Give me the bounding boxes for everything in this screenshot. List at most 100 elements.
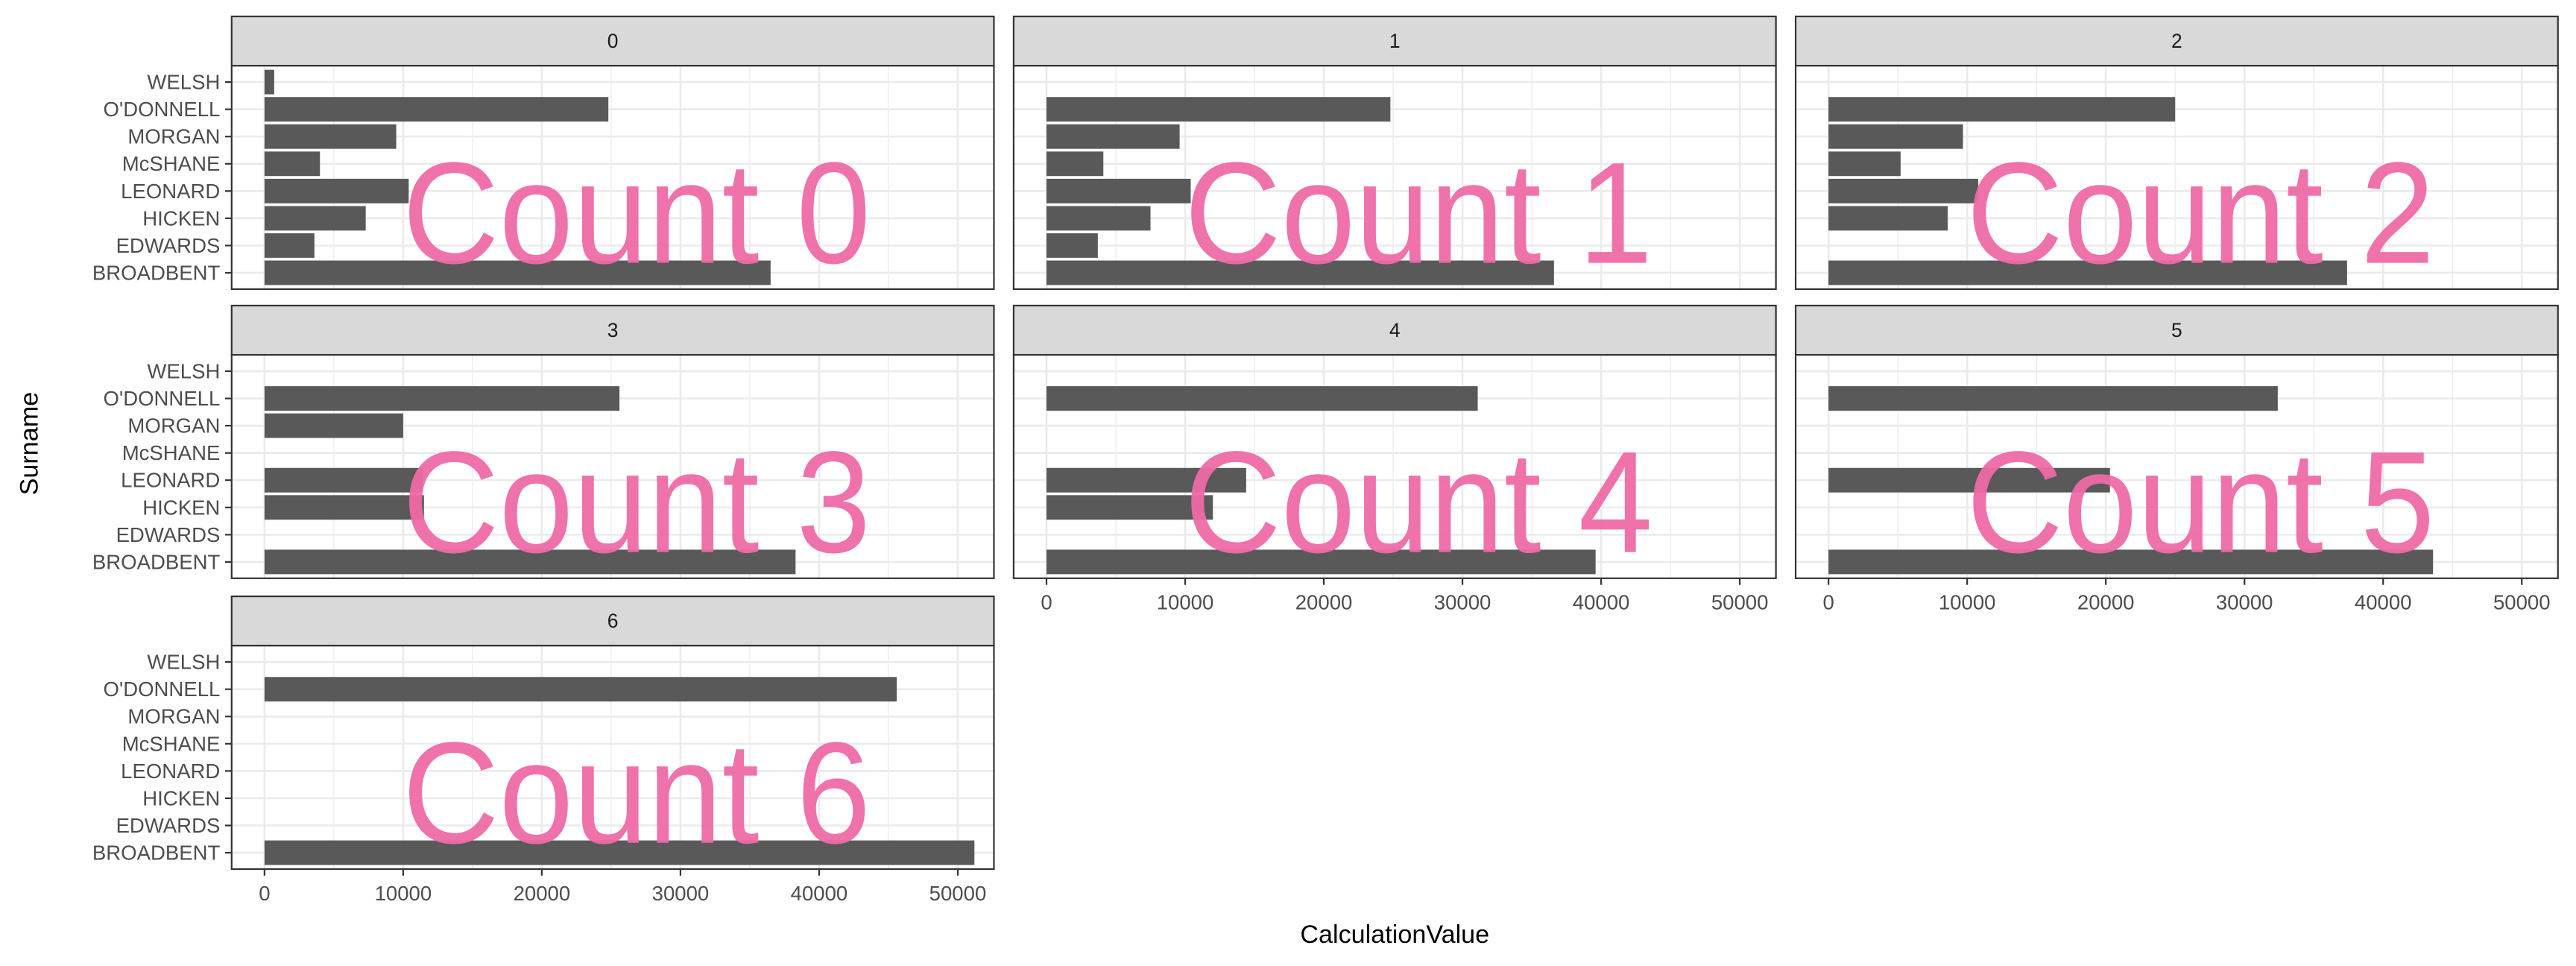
count-overlay-label: Count 1 — [1184, 133, 1652, 294]
x-tick-label: 40000 — [791, 882, 848, 905]
bar-leonard — [1046, 178, 1191, 203]
count-overlay-label: Count 2 — [1966, 133, 2434, 294]
facet-panel-1: 1 Count 1 — [1012, 15, 1777, 294]
facet-strip — [230, 595, 995, 647]
bar-leonard — [264, 467, 423, 493]
x-tick-label: 10000 — [1939, 591, 1996, 614]
x-tick-label: 0 — [259, 882, 270, 905]
bar-broadbent — [1828, 549, 2434, 575]
facet-panel-6: 6 Count 6 WELSH O'DONNELL MORGAN McSHANE LEONA… — [92, 595, 995, 905]
x-tick-label: 40000 — [2355, 591, 2412, 614]
facet-strip — [230, 15, 995, 67]
y-tick-label: BROADBENT — [92, 261, 221, 284]
y-tick-label: O'DONNELL — [104, 98, 221, 121]
bar-leonard — [1828, 178, 1979, 203]
x-tick-label: 20000 — [514, 882, 571, 905]
facet-strip-label: 6 — [607, 610, 619, 632]
bar-odonnell — [1046, 386, 1478, 411]
facet-panel-5: 5 Count 5 0 10000 20000 30000 40000 50000 — [1794, 304, 2559, 614]
bar-odonnell — [1828, 386, 2278, 411]
y-tick-label: HICKEN — [142, 206, 220, 230]
y-tick-label: LEONARD — [121, 180, 220, 203]
facet-strip — [1012, 304, 1777, 356]
facet-strip — [1012, 15, 1777, 67]
x-tick-label: 30000 — [1434, 591, 1491, 614]
bar-broadbent — [1046, 260, 1554, 285]
bar-morgan — [1046, 124, 1180, 149]
y-tick-label: MORGAN — [127, 125, 220, 148]
bar-welsh — [264, 69, 274, 95]
x-tick-label: 30000 — [2216, 591, 2273, 614]
bar-broadbent — [1046, 549, 1596, 575]
y-tick-label: EDWARDS — [116, 814, 221, 837]
x-tick-label: 0 — [1822, 591, 1834, 614]
bar-leonard — [1046, 467, 1246, 493]
count-overlay-label: Count 4 — [1184, 422, 1652, 584]
y-tick-label: EDWARDS — [116, 234, 221, 257]
facet-strip-label: 1 — [1389, 30, 1401, 52]
y-tick-label: HICKEN — [142, 496, 220, 519]
bar-leonard — [1828, 467, 2110, 493]
count-overlay-label: Count 5 — [1966, 422, 2434, 584]
facet-strip-label: 3 — [607, 319, 619, 341]
bar-hicken — [264, 495, 424, 520]
bar-broadbent — [264, 260, 771, 285]
y-tick-label: LEONARD — [121, 760, 220, 783]
y-tick-label: O'DONNELL — [104, 678, 221, 701]
y-tick-label: McSHANE — [122, 152, 221, 175]
facet-strip-label: 5 — [2171, 319, 2182, 341]
x-tick-label: 50000 — [929, 882, 987, 905]
y-tick-label: MORGAN — [127, 705, 220, 728]
panel-border — [1794, 353, 2559, 579]
panel-border — [1012, 353, 1777, 579]
facet-strip-label: 2 — [2171, 30, 2182, 52]
facet-panel-0: 0 Count 0 WELSH O'DONNELL MORGAN McSHANE LEONA… — [92, 15, 995, 294]
y-tick-label: WELSH — [147, 651, 220, 674]
facet-panel-4: 4 Count 4 0 10000 20000 30000 40000 50000 — [1012, 304, 1777, 614]
x-tick-label: 30000 — [652, 882, 710, 905]
count-overlay-label: Count 6 — [402, 713, 871, 874]
count-overlay-label: Count 0 — [402, 133, 871, 294]
y-tick-label: HICKEN — [142, 786, 220, 809]
x-tick-label: 50000 — [2493, 591, 2551, 614]
bar-mcshane — [264, 151, 321, 177]
bar-odonnell — [264, 677, 897, 702]
bar-broadbent — [1828, 260, 2347, 285]
bar-mcshane — [1828, 151, 1901, 177]
y-tick-label: WELSH — [147, 71, 220, 94]
bar-hicken — [1046, 495, 1213, 520]
bar-hicken — [264, 206, 366, 231]
panel-border — [1794, 65, 2559, 291]
panel-border — [230, 65, 995, 291]
y-tick-label: BROADBENT — [92, 550, 221, 573]
bar-leonard — [264, 178, 409, 203]
bar-mcshane — [1046, 151, 1104, 177]
y-tick-label: WELSH — [147, 359, 220, 382]
facet-strip — [1794, 15, 2559, 67]
bar-hicken — [1828, 206, 1948, 231]
bar-hicken — [1046, 206, 1151, 231]
y-tick-label: O'DONNELL — [104, 387, 221, 410]
bar-odonnell — [1828, 97, 2176, 122]
panel-border — [1012, 65, 1777, 291]
bar-morgan — [264, 124, 397, 149]
bar-odonnell — [264, 97, 609, 122]
y-axis-title: Surname — [16, 392, 44, 496]
x-tick-label: 40000 — [1573, 591, 1630, 614]
facet-strip — [230, 304, 995, 356]
y-tick-label: BROADBENT — [92, 842, 221, 865]
bar-broadbent — [264, 549, 796, 575]
bar-odonnell — [1046, 97, 1391, 122]
facet-strip-label: 4 — [1389, 319, 1401, 341]
facet-panel-3: 3 Count 3 WELSH O'DONNELL MORGAN McSHANE LEONA… — [92, 304, 995, 584]
panel-border — [230, 353, 995, 579]
facet-panel-2: 2 Count 2 — [1794, 15, 2559, 294]
count-overlay-label: Count 3 — [402, 422, 871, 584]
bar-odonnell — [264, 386, 620, 411]
facet-strip-label: 0 — [607, 30, 619, 52]
y-tick-label: EDWARDS — [116, 523, 221, 546]
x-tick-label: 10000 — [1157, 591, 1214, 614]
bar-edwards — [264, 233, 315, 258]
y-tick-label: McSHANE — [122, 732, 221, 755]
